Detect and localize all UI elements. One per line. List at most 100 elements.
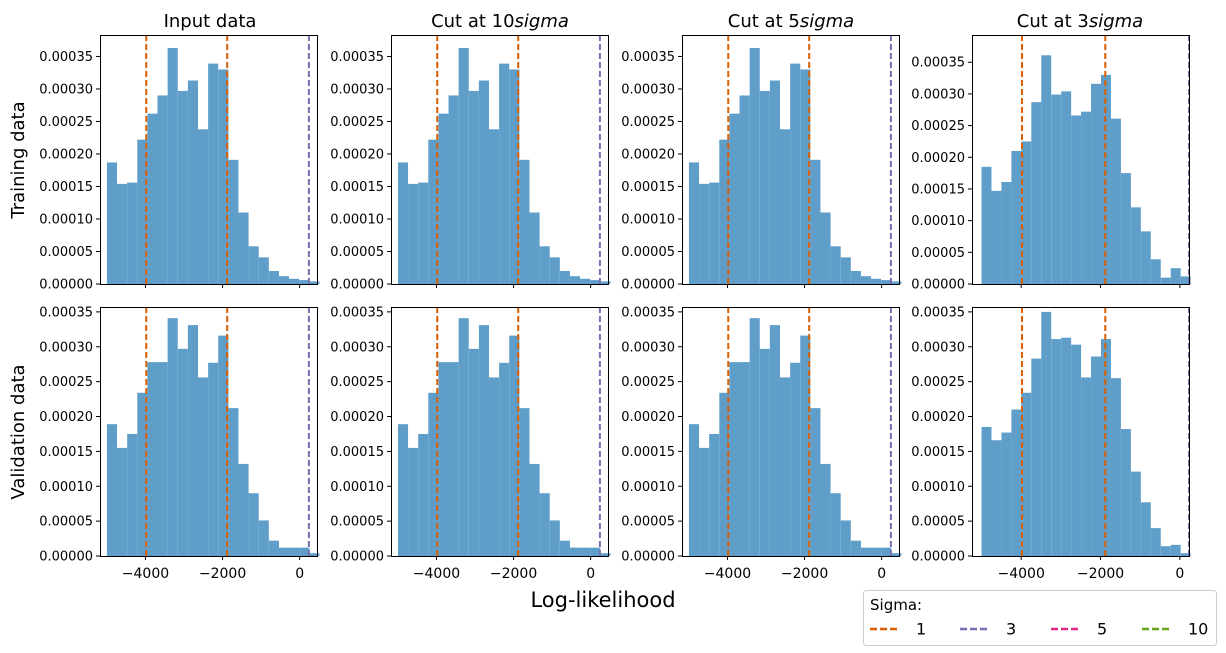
histogram-bar [850, 540, 861, 556]
histogram-bar [1001, 181, 1012, 284]
histogram-bar [709, 182, 720, 284]
histogram-bar [137, 139, 148, 284]
axes-frame [391, 35, 609, 285]
histogram-bar [800, 69, 811, 285]
histogram-bar [1061, 91, 1072, 284]
axes-frame [100, 307, 318, 557]
histogram-bar [127, 433, 138, 556]
y-tick-label: 0.00035 [330, 50, 384, 65]
histogram-bar [448, 95, 459, 284]
histogram-bar [539, 246, 550, 284]
histogram-bar [699, 183, 710, 284]
histogram-bar [397, 162, 409, 284]
x-tick-label: 0 [295, 566, 304, 582]
histogram-bar [860, 547, 872, 556]
histogram-bar [1180, 553, 1191, 556]
histogram-bar [719, 392, 730, 556]
histogram-bar [408, 183, 419, 284]
histogram-bar [187, 325, 198, 556]
histogram-bar [208, 362, 219, 556]
panel-validation-cut10: 0.00000 0.00005 0.00010 0.00015 0.00020 0.000… [330, 305, 611, 582]
histogram-bar [779, 377, 791, 556]
histogram-bar [1160, 546, 1171, 556]
histogram-bar [289, 547, 300, 556]
histogram-bar [790, 63, 801, 284]
y-tick-label: 0.00005 [39, 515, 93, 530]
histogram-bar [418, 433, 429, 556]
y-tick-label: 0.00005 [911, 515, 965, 530]
histogram-bar [790, 362, 801, 556]
y-tick-label: 0.00010 [330, 212, 384, 227]
histogram-bar [448, 362, 459, 556]
y-tick-label: 0.00015 [39, 445, 93, 460]
histogram-bar [278, 547, 290, 556]
y-tick-label: 0.00020 [621, 410, 675, 425]
y-tick-label: 0.00025 [911, 375, 965, 390]
histogram-bar [820, 212, 831, 284]
y-tick-label: 0.00020 [911, 410, 965, 425]
histogram-bar [458, 48, 469, 284]
histogram-bar [840, 257, 851, 284]
histogram-bar [397, 424, 409, 556]
y-tick-label: 0.00035 [621, 305, 675, 320]
y-tick-label: 0.00015 [621, 445, 675, 460]
histogram-bar [1081, 111, 1092, 284]
histogram-bar [569, 276, 581, 284]
histogram-bar [539, 493, 550, 556]
histogram-bar [800, 335, 811, 556]
histogram-bar [1140, 231, 1151, 284]
histogram-bar [488, 377, 500, 556]
histogram-bar [991, 440, 1002, 556]
y-tick-label: 0.00035 [39, 50, 93, 65]
legend-label-sigma-5: 5 [1097, 620, 1107, 639]
axes-frame [100, 35, 318, 285]
histogram-bar [157, 362, 168, 556]
histogram-bar [1180, 276, 1191, 284]
x-tick-label: −2000 [490, 566, 537, 582]
histogram-bar [759, 90, 770, 284]
histogram-bar [569, 547, 581, 556]
histogram-bar [428, 392, 439, 556]
histogram-bar [167, 318, 178, 556]
histogram-bar [600, 281, 611, 284]
histogram-bar [590, 547, 601, 556]
y-tick-label: 0.00000 [330, 550, 384, 565]
histogram-bar [871, 547, 882, 556]
histogram-bar [468, 348, 479, 556]
histogram-bar [289, 278, 300, 284]
histogram-bar [1170, 544, 1181, 556]
y-tick-label: 0.00010 [911, 214, 965, 229]
histogram-bar [1120, 429, 1131, 556]
histogram-bar [830, 493, 841, 556]
histogram-bar [218, 69, 229, 285]
y-tick-label: 0.00025 [39, 375, 93, 390]
legend-label-sigma-1: 1 [916, 620, 926, 639]
histogram-bar [197, 129, 209, 284]
histogram-bar [157, 95, 168, 284]
histogram-bar [147, 362, 158, 556]
histogram-bar [478, 80, 489, 284]
histogram-bar [238, 463, 249, 556]
y-tick-label: 0.00035 [911, 56, 965, 71]
y-tick-label: 0.00000 [911, 278, 965, 293]
histogram-bar [258, 520, 269, 556]
histogram-bar [197, 377, 209, 556]
y-tick-label: 0.00030 [621, 340, 675, 355]
histogram-bar [1051, 339, 1062, 556]
histogram-bar [519, 159, 530, 284]
y-tick-label: 0.00015 [621, 180, 675, 195]
y-tick-label: 0.00010 [911, 480, 965, 495]
y-tick-label: 0.00005 [911, 246, 965, 261]
histogram-bar [208, 63, 219, 284]
y-tick-label: 0.00025 [330, 115, 384, 130]
histogram-bar [580, 278, 591, 284]
y-tick-label: 0.00000 [621, 550, 675, 565]
y-tick-label: 0.00025 [39, 115, 93, 130]
histogram-bar [1091, 83, 1102, 285]
y-tick-label: 0.00005 [330, 245, 384, 260]
y-tick-label: 0.00010 [39, 212, 93, 227]
histogram-bar [810, 408, 821, 556]
histogram-bar [1041, 311, 1052, 556]
y-tick-label: 0.00030 [911, 87, 965, 102]
row-label-validation: Validation data [8, 364, 29, 499]
